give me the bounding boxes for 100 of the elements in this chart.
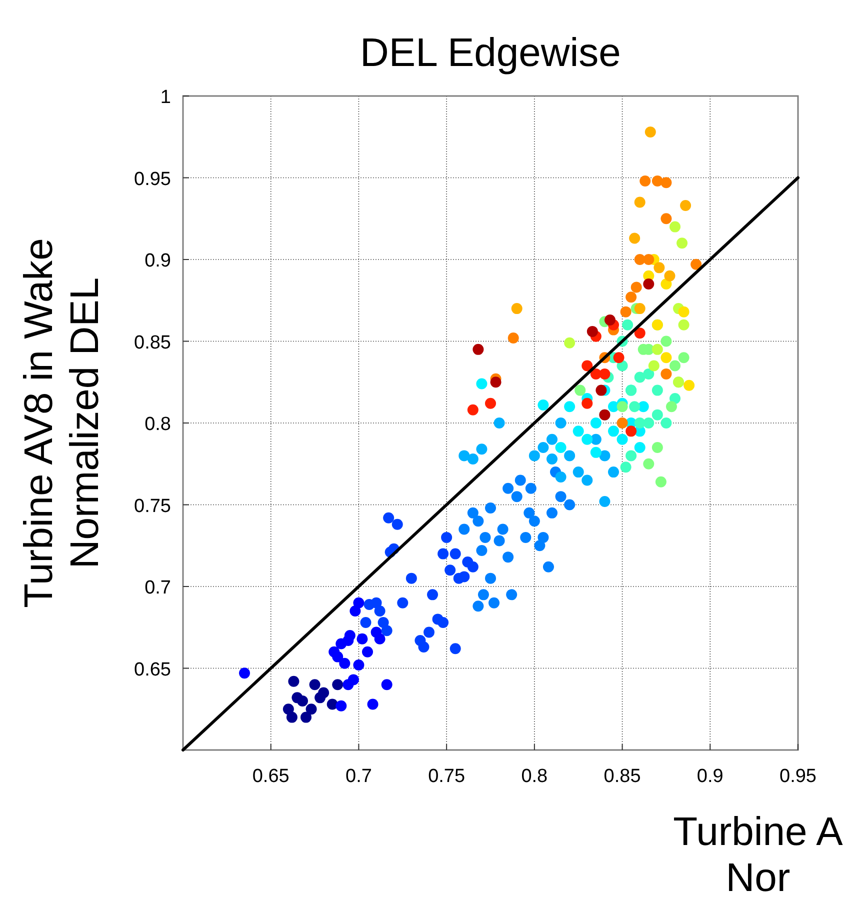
point bbox=[476, 545, 488, 556]
point bbox=[296, 695, 308, 706]
point bbox=[572, 426, 584, 437]
point bbox=[596, 384, 607, 396]
point bbox=[538, 400, 549, 411]
point bbox=[336, 700, 347, 712]
point bbox=[497, 524, 508, 535]
point bbox=[397, 597, 408, 608]
point bbox=[502, 552, 514, 563]
point bbox=[564, 499, 576, 510]
point bbox=[300, 712, 312, 723]
y-axis-title: Turbine AV8 in Wake Normalized DEL bbox=[17, 238, 107, 608]
point bbox=[392, 518, 403, 530]
x-tick-label: 0.8 bbox=[521, 766, 548, 787]
point bbox=[655, 476, 666, 488]
point bbox=[626, 292, 637, 303]
point bbox=[374, 606, 386, 617]
point bbox=[666, 401, 677, 412]
point bbox=[630, 282, 642, 293]
point bbox=[613, 352, 624, 364]
point bbox=[652, 442, 663, 454]
point bbox=[467, 507, 478, 518]
point bbox=[450, 643, 461, 654]
point bbox=[626, 426, 637, 437]
point bbox=[472, 600, 484, 612]
point bbox=[680, 200, 692, 212]
point bbox=[604, 314, 616, 326]
point bbox=[444, 564, 456, 576]
x-tick-label: 0.95 bbox=[780, 766, 816, 787]
point bbox=[608, 426, 619, 437]
point bbox=[638, 401, 649, 412]
point bbox=[564, 337, 576, 348]
point bbox=[356, 633, 368, 644]
point bbox=[660, 368, 672, 380]
point bbox=[690, 258, 702, 270]
point bbox=[643, 254, 654, 265]
point bbox=[574, 384, 586, 396]
point bbox=[616, 418, 628, 428]
point bbox=[564, 401, 576, 412]
x-tick-label: 0.9 bbox=[696, 766, 724, 787]
point bbox=[564, 450, 576, 462]
point bbox=[476, 378, 488, 390]
point bbox=[502, 482, 514, 494]
point bbox=[367, 698, 378, 710]
point bbox=[528, 450, 540, 462]
y-tick-label: 0.95 bbox=[134, 168, 171, 190]
point bbox=[332, 679, 344, 690]
point bbox=[660, 352, 672, 364]
point bbox=[648, 360, 660, 372]
point bbox=[660, 418, 672, 428]
x-axis-title: Turbine A Nor bbox=[673, 810, 844, 900]
point bbox=[620, 306, 632, 318]
point bbox=[472, 516, 484, 527]
point bbox=[490, 376, 502, 388]
point bbox=[582, 398, 593, 409]
point bbox=[306, 704, 317, 715]
point bbox=[660, 177, 672, 188]
point bbox=[670, 360, 680, 372]
point bbox=[488, 597, 500, 608]
point bbox=[620, 462, 632, 473]
point bbox=[478, 589, 489, 600]
point bbox=[670, 221, 680, 232]
y-tick-label: 1 bbox=[160, 87, 171, 108]
point bbox=[582, 360, 593, 372]
point bbox=[508, 332, 519, 344]
point bbox=[660, 278, 672, 290]
point bbox=[458, 450, 470, 462]
point bbox=[678, 352, 690, 364]
point bbox=[634, 328, 646, 339]
x-tick-label: 0.65 bbox=[252, 766, 290, 787]
point bbox=[362, 646, 373, 658]
point bbox=[643, 368, 654, 380]
point bbox=[458, 571, 470, 582]
y-tick-label: 0.75 bbox=[134, 496, 171, 517]
point bbox=[634, 303, 646, 314]
point bbox=[506, 589, 518, 600]
point bbox=[538, 532, 549, 543]
point bbox=[555, 418, 566, 428]
point bbox=[572, 466, 584, 478]
point bbox=[339, 658, 350, 669]
y-tick-label: 0.7 bbox=[144, 578, 171, 598]
point bbox=[608, 466, 619, 478]
point bbox=[480, 532, 491, 543]
point bbox=[599, 450, 610, 462]
point bbox=[360, 616, 372, 628]
point bbox=[652, 176, 663, 187]
point bbox=[652, 344, 663, 355]
point bbox=[525, 482, 536, 494]
point bbox=[288, 676, 300, 687]
point bbox=[629, 232, 640, 244]
point bbox=[438, 616, 449, 628]
point bbox=[654, 262, 665, 274]
point bbox=[494, 535, 505, 546]
point bbox=[643, 278, 654, 290]
y-tick-label: 0.9 bbox=[144, 250, 171, 272]
point bbox=[485, 502, 496, 514]
point bbox=[660, 213, 672, 224]
point bbox=[383, 512, 394, 524]
point bbox=[634, 372, 646, 383]
point bbox=[467, 453, 478, 464]
